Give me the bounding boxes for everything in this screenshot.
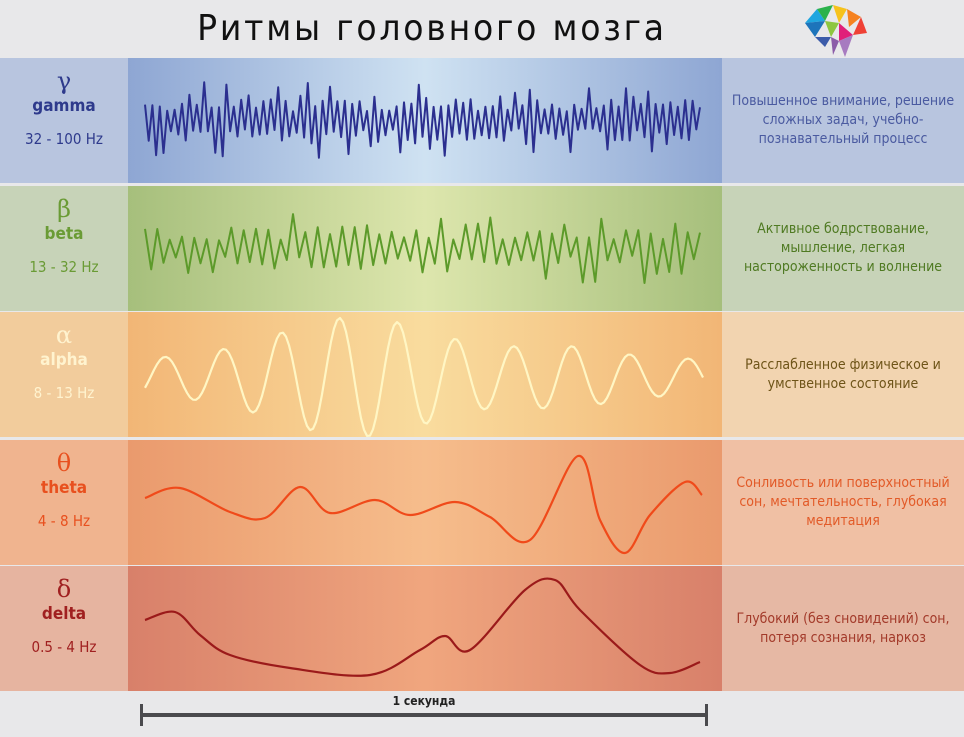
- brain-logo-icon: [805, 5, 867, 57]
- rhythm-row-theta: θ theta 4 - 8 Hz Сонливость или поверхно…: [0, 440, 964, 565]
- rhythm-name: theta: [40, 478, 88, 498]
- rhythm-symbol: α: [55, 321, 73, 349]
- rhythm-name: gamma: [32, 96, 96, 116]
- rhythm-description: Сонливость или поверхностный сон, мечтат…: [722, 440, 964, 565]
- rhythm-frequency: 4 - 8 Hz: [37, 512, 91, 530]
- rhythm-frequency: 0.5 - 4 Hz: [31, 638, 97, 656]
- rhythm-symbol: θ: [56, 449, 72, 477]
- rhythm-description: Повышенное внимание, решение сложных зад…: [722, 58, 964, 183]
- waveform-gamma: [144, 81, 701, 159]
- waveform-theta: [144, 454, 703, 555]
- rhythm-label: γ gamma 32 - 100 Hz: [0, 58, 128, 183]
- rhythm-frequency: 8 - 13 Hz: [33, 384, 95, 402]
- rhythm-description: Глубокий (без сновидений) сон, потеря со…: [722, 566, 964, 691]
- waveform-alpha: [144, 317, 704, 437]
- waveform-panel: [128, 312, 722, 437]
- waveform-panel: [128, 440, 722, 565]
- rhythm-description: Активное бодрствование, мышление, легкая…: [722, 186, 964, 311]
- rhythm-symbol: β: [57, 195, 71, 223]
- rhythm-frequency: 13 - 32 Hz: [29, 258, 99, 276]
- rhythm-symbol: γ: [56, 67, 72, 95]
- time-scale-tick: [140, 704, 143, 726]
- waveform-panel: [128, 566, 722, 691]
- rhythm-label: β beta 13 - 32 Hz: [0, 186, 128, 311]
- waveform-panel: [128, 58, 722, 183]
- rhythm-description: Расслабленное физическое и умственное со…: [722, 312, 964, 437]
- waveform-delta: [144, 577, 701, 677]
- rhythm-row-delta: δ delta 0.5 - 4 Hz Глубокий (без сновиде…: [0, 566, 964, 691]
- rhythm-row-alpha: α alpha 8 - 13 Hz Расслабленное физическ…: [0, 312, 964, 437]
- rhythm-row-beta: β beta 13 - 32 Hz Активное бодрствование…: [0, 186, 964, 311]
- rhythm-label: θ theta 4 - 8 Hz: [0, 440, 128, 565]
- rhythm-row-gamma: γ gamma 32 - 100 Hz Повышенное внимание,…: [0, 58, 964, 183]
- page-title: Ритмы головного мозга: [197, 8, 667, 49]
- rhythm-frequency: 32 - 100 Hz: [25, 130, 103, 148]
- rhythm-name: alpha: [40, 350, 88, 370]
- rhythm-label: δ delta 0.5 - 4 Hz: [0, 566, 128, 691]
- time-scale-label: 1 секунда: [392, 694, 456, 708]
- waveform-panel: [128, 186, 722, 311]
- time-scale-bar: [140, 713, 708, 717]
- rhythm-label: α alpha 8 - 13 Hz: [0, 312, 128, 437]
- time-scale-tick: [705, 704, 708, 726]
- time-scale: 1 секунда: [140, 694, 708, 726]
- waveform-beta: [144, 213, 701, 284]
- rhythm-symbol: δ: [56, 575, 72, 603]
- rhythm-name: delta: [41, 604, 87, 624]
- rhythm-name: beta: [44, 224, 84, 244]
